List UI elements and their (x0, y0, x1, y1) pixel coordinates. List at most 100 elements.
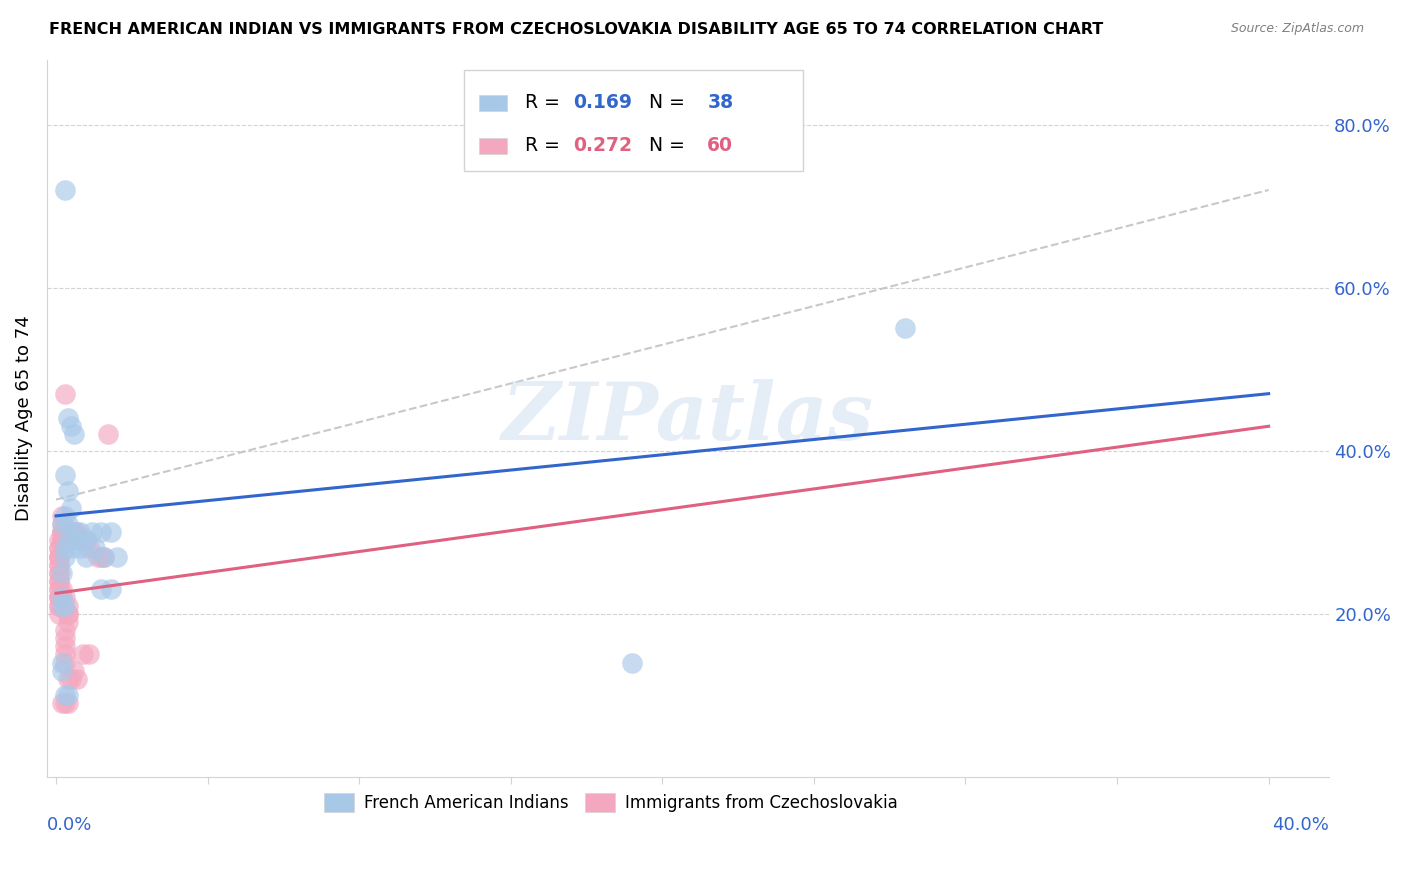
Text: Source: ZipAtlas.com: Source: ZipAtlas.com (1230, 22, 1364, 36)
Point (51, 525, 73, 540)
Point (56, 516, 79, 531)
Point (53, 688, 76, 702)
Point (53, 599, 76, 613)
Point (75, 533, 97, 548)
Point (53, 640, 76, 654)
Point (51, 696, 73, 710)
Point (60, 541, 83, 556)
Point (894, 321, 917, 335)
Point (66, 525, 89, 540)
Point (51, 591, 73, 605)
Point (56, 607, 79, 621)
Point (60, 419, 83, 434)
Point (51, 525, 73, 540)
FancyBboxPatch shape (464, 70, 803, 170)
Point (51, 525, 73, 540)
Point (100, 582, 122, 597)
Text: 0.0%: 0.0% (46, 816, 93, 834)
Point (56, 688, 79, 702)
Point (100, 525, 122, 540)
Point (51, 533, 73, 548)
Text: FRENCH AMERICAN INDIAN VS IMMIGRANTS FROM CZECHOSLOVAKIA DISABILITY AGE 65 TO 74: FRENCH AMERICAN INDIAN VS IMMIGRANTS FRO… (49, 22, 1104, 37)
Point (82, 525, 104, 540)
Point (48, 582, 70, 597)
Point (48, 599, 70, 613)
Point (69, 525, 91, 540)
Point (51, 566, 73, 580)
Y-axis label: Disability Age 65 to 74: Disability Age 65 to 74 (15, 315, 32, 521)
Point (56, 607, 79, 621)
Point (48, 549, 70, 564)
Point (48, 566, 70, 580)
Point (53, 591, 76, 605)
Point (75, 549, 97, 564)
Point (53, 648, 76, 662)
Point (51, 516, 73, 531)
Point (51, 533, 73, 548)
Point (51, 516, 73, 531)
Point (60, 525, 83, 540)
Point (96, 427, 118, 442)
Text: 60: 60 (707, 136, 734, 155)
Text: 40.0%: 40.0% (1272, 816, 1329, 834)
Point (60, 500, 83, 515)
Point (87, 549, 110, 564)
Point (56, 533, 79, 548)
Point (90, 582, 112, 597)
Point (93, 549, 115, 564)
Point (48, 558, 70, 572)
Point (93, 549, 115, 564)
Point (51, 591, 73, 605)
Point (79, 541, 101, 556)
Text: 0.272: 0.272 (572, 136, 631, 155)
Point (53, 541, 76, 556)
Point (53, 508, 76, 523)
Point (69, 533, 91, 548)
Point (48, 591, 70, 605)
Point (48, 549, 70, 564)
Point (56, 411, 79, 425)
Point (63, 525, 86, 540)
Point (90, 549, 112, 564)
Text: R =: R = (526, 93, 567, 112)
Point (84, 541, 107, 556)
Point (53, 631, 76, 645)
Point (48, 558, 70, 572)
Point (53, 656, 76, 670)
Text: ZIPatlas: ZIPatlas (502, 379, 875, 457)
Point (48, 541, 70, 556)
Point (48, 599, 70, 613)
FancyBboxPatch shape (479, 95, 508, 111)
Point (51, 656, 73, 670)
Point (56, 484, 79, 499)
FancyBboxPatch shape (479, 137, 508, 153)
Point (56, 672, 79, 686)
Point (53, 468, 76, 483)
Point (63, 427, 86, 442)
Point (56, 696, 79, 710)
Point (51, 599, 73, 613)
Point (105, 549, 128, 564)
Point (53, 549, 76, 564)
Text: R =: R = (526, 136, 567, 155)
Point (51, 533, 73, 548)
Point (90, 525, 112, 540)
Text: 0.169: 0.169 (572, 93, 631, 112)
Point (48, 591, 70, 605)
Text: 38: 38 (707, 93, 734, 112)
Point (51, 508, 73, 523)
Point (72, 648, 94, 662)
Text: N =: N = (637, 136, 690, 155)
Point (48, 574, 70, 588)
Point (63, 525, 86, 540)
Point (56, 599, 79, 613)
Point (51, 664, 73, 678)
Point (56, 615, 79, 629)
Point (53, 183, 76, 197)
Point (48, 549, 70, 564)
Point (79, 648, 101, 662)
Point (48, 582, 70, 597)
Point (48, 607, 70, 621)
Point (48, 574, 70, 588)
Point (48, 566, 70, 580)
